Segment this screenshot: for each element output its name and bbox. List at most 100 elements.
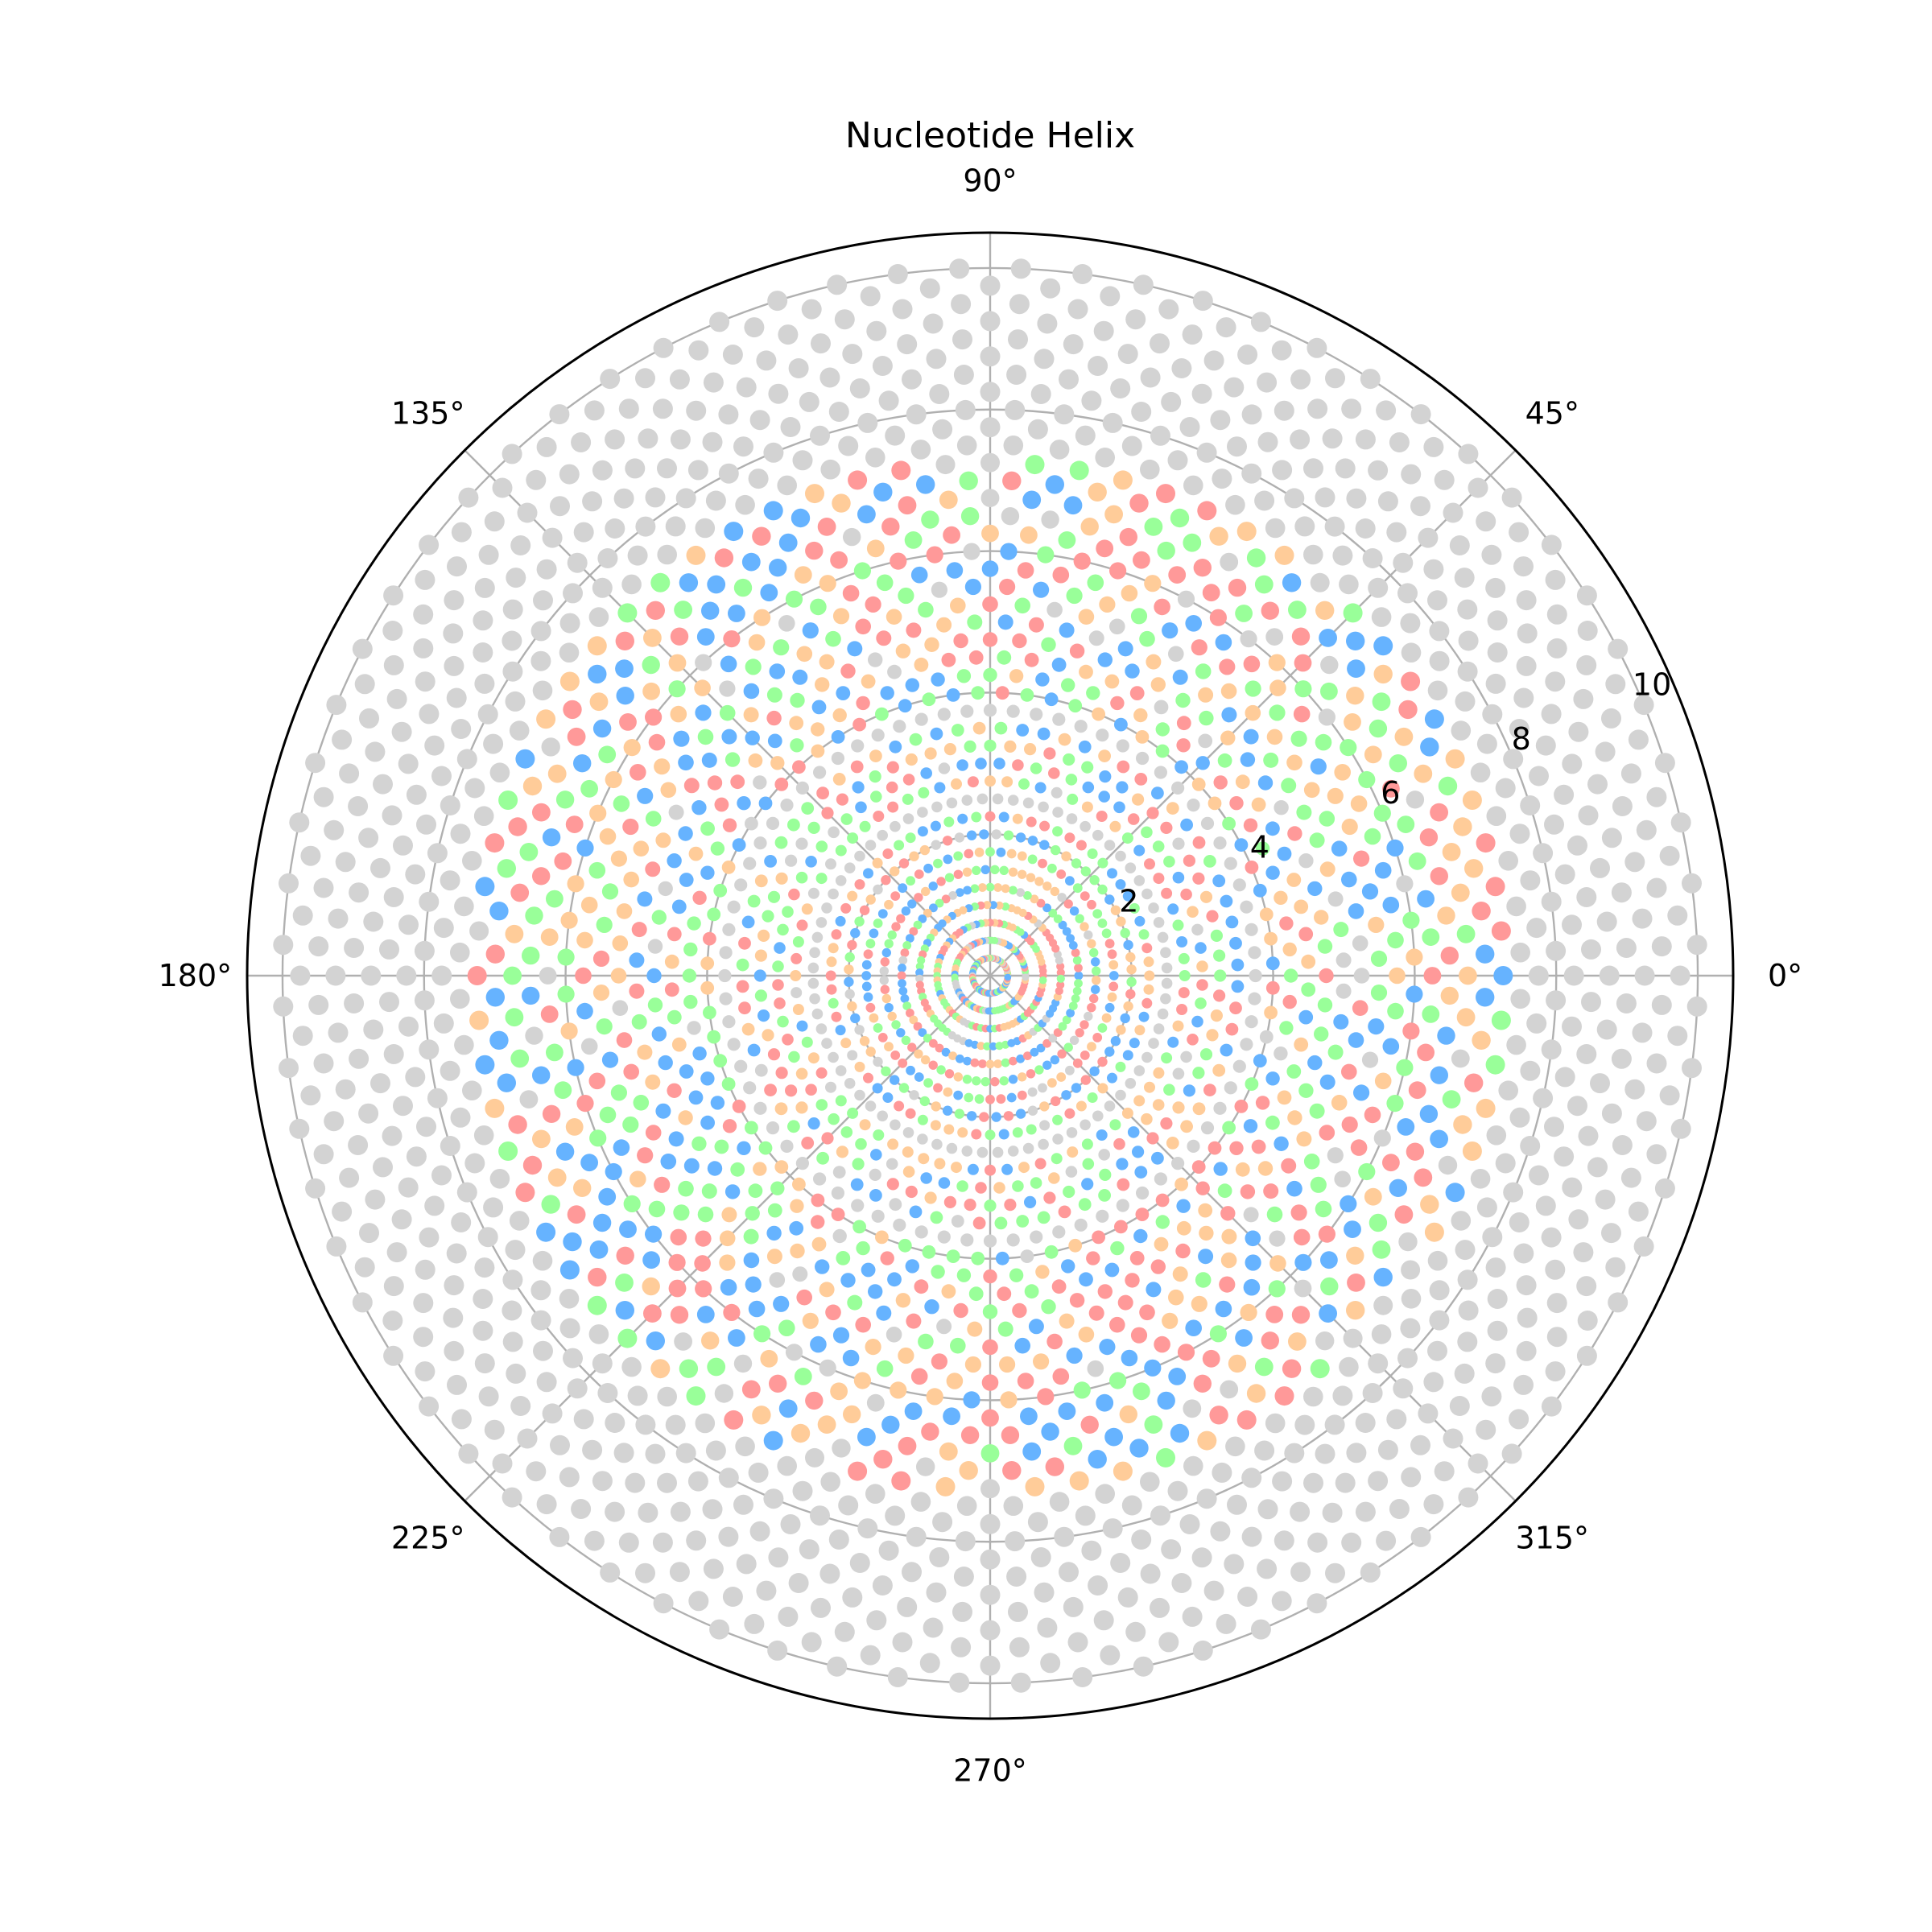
data-point (503, 966, 522, 985)
data-point (854, 879, 865, 890)
data-point (882, 1092, 894, 1103)
data-point (671, 899, 687, 914)
data-point (559, 1289, 580, 1309)
data-point (1001, 1426, 1020, 1445)
data-point (1605, 674, 1626, 695)
data-point (1095, 448, 1115, 468)
data-point (946, 797, 958, 809)
data-point (1059, 1562, 1079, 1583)
data-point (1429, 1280, 1450, 1301)
data-point (1117, 760, 1130, 774)
data-point (1030, 708, 1043, 721)
data-point (1178, 952, 1190, 964)
data-point (1109, 1316, 1125, 1333)
data-point (683, 942, 698, 957)
data-point (525, 1026, 543, 1045)
data-point (1099, 1168, 1112, 1181)
data-point (785, 1084, 798, 1097)
data-point (870, 1149, 882, 1161)
data-point (596, 1018, 613, 1035)
data-point (1576, 1276, 1597, 1297)
data-point (1347, 659, 1365, 678)
data-point (645, 708, 663, 726)
data-point (855, 1137, 867, 1150)
data-point (592, 1353, 613, 1374)
data-point (1315, 733, 1332, 751)
data-point (1296, 804, 1312, 820)
data-point (791, 1423, 811, 1443)
data-point (1027, 1512, 1048, 1533)
data-point (473, 1320, 493, 1341)
data-point (1562, 1177, 1583, 1198)
data-point (719, 992, 733, 1005)
data-point (1257, 1161, 1274, 1176)
data-point (1414, 764, 1433, 783)
data-point (1110, 696, 1125, 711)
data-point (1037, 1211, 1051, 1224)
data-point (1172, 871, 1185, 884)
data-point (909, 1205, 923, 1219)
data-point (605, 770, 622, 789)
data-point (790, 1199, 804, 1213)
data-point (723, 630, 741, 648)
data-point (857, 1518, 878, 1539)
data-point (605, 1501, 625, 1522)
data-point (382, 805, 402, 826)
data-point (1419, 1104, 1439, 1124)
data-point (1445, 749, 1465, 769)
data-point (790, 692, 805, 708)
data-point (431, 1165, 452, 1186)
data-point (1516, 655, 1537, 676)
data-point (915, 974, 924, 983)
data-point (984, 1199, 997, 1212)
data-point (741, 1022, 755, 1036)
data-point (700, 1071, 715, 1086)
data-point (1254, 1440, 1275, 1461)
data-point (1092, 909, 1103, 919)
data-point (956, 888, 964, 898)
data-point (1001, 776, 1013, 788)
data-point (1133, 844, 1146, 857)
theta-tick-label: 0° (1768, 958, 1802, 993)
data-point (920, 767, 932, 779)
data-point (619, 1220, 637, 1238)
data-point (540, 1005, 559, 1023)
data-point (946, 1142, 958, 1154)
data-point (902, 369, 922, 390)
data-point (843, 527, 861, 547)
data-point (819, 575, 836, 592)
data-point (1080, 1075, 1092, 1085)
data-point (1554, 864, 1575, 885)
data-point (1344, 1220, 1361, 1238)
data-point (1373, 804, 1391, 822)
data-point (774, 997, 786, 1009)
data-point (854, 1061, 865, 1072)
data-point (1138, 929, 1150, 940)
data-point (447, 1374, 467, 1395)
data-point (1096, 1129, 1108, 1141)
data-point (382, 621, 403, 641)
data-point (1595, 741, 1616, 762)
data-point (328, 908, 349, 929)
data-point (1243, 1278, 1261, 1296)
data-point (695, 704, 712, 721)
data-point (1108, 960, 1119, 970)
data-point (1612, 796, 1633, 816)
data-point (1191, 383, 1212, 404)
data-point (647, 939, 663, 954)
data-point (998, 811, 1009, 823)
data-point (1296, 1131, 1312, 1147)
data-point (1284, 1443, 1305, 1463)
data-point (427, 1088, 448, 1108)
data-point (1104, 1427, 1123, 1447)
data-point (1093, 1610, 1114, 1631)
data-point (830, 1382, 848, 1401)
data-point (1171, 1573, 1192, 1593)
data-point (1509, 824, 1530, 844)
data-point (1107, 992, 1117, 1002)
data-point (1333, 922, 1349, 938)
data-point (796, 919, 808, 931)
data-point (1110, 905, 1121, 916)
theta-tick-label: 180° (159, 958, 233, 993)
theta-tick-label: 90° (963, 163, 1017, 198)
